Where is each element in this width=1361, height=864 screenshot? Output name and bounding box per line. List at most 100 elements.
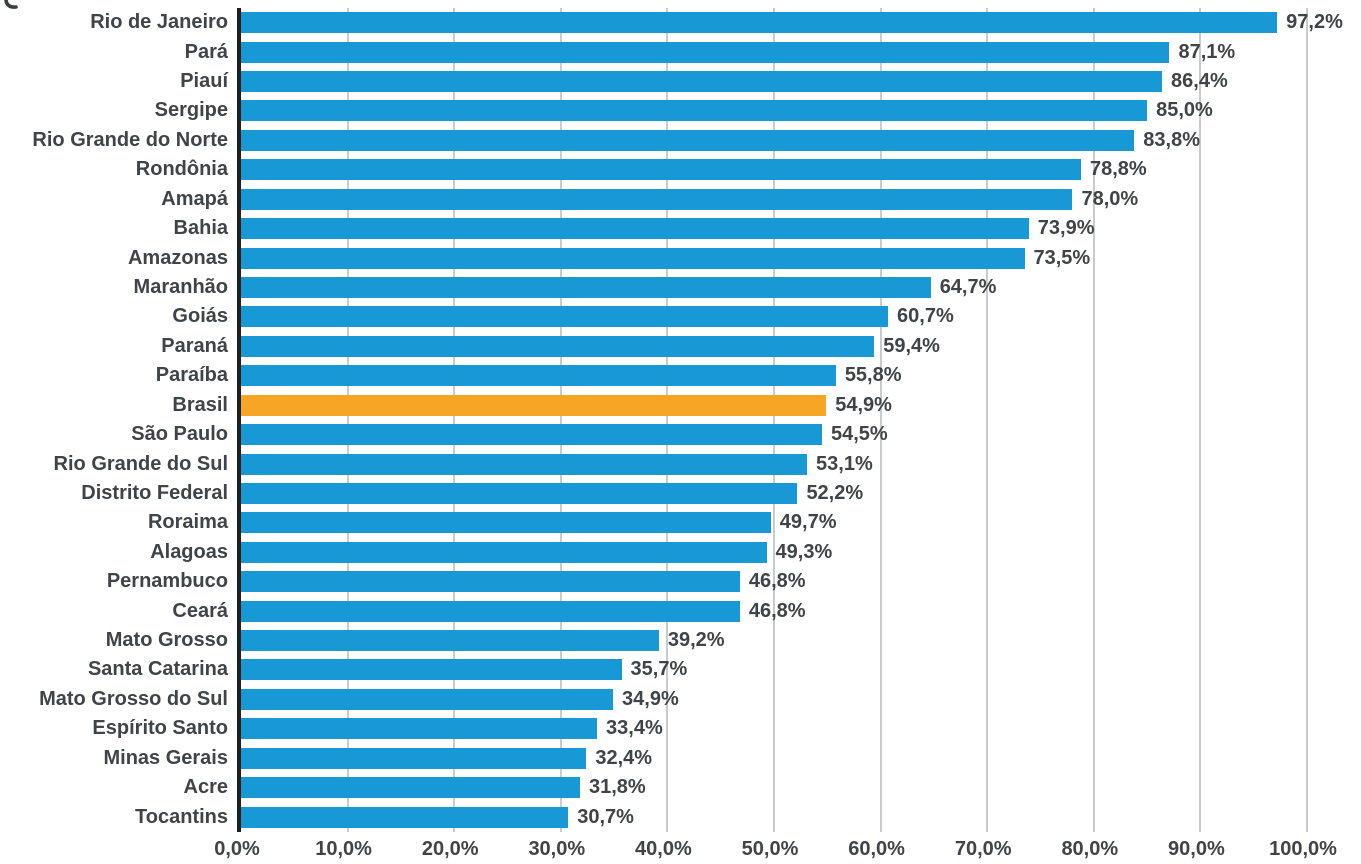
- value-label: 64,7%: [939, 276, 997, 298]
- bar-row: Maranhão 64,7%: [0, 273, 1361, 302]
- bar: [241, 335, 875, 357]
- bar: [241, 806, 569, 828]
- bar: [241, 453, 808, 475]
- bar: [241, 306, 889, 328]
- bar: [241, 630, 659, 652]
- bar: [241, 100, 1148, 122]
- bar: [241, 482, 798, 504]
- gridline: [666, 8, 669, 832]
- bar-row: Goiás 60,7%: [0, 302, 1361, 331]
- bar-row: Rondônia 78,8%: [0, 155, 1361, 184]
- value-label: 46,8%: [748, 599, 806, 622]
- bar-row-highlight: Brasil 54,9%: [0, 390, 1361, 419]
- bar: [241, 424, 822, 446]
- gridline: [1306, 8, 1308, 832]
- bar: [241, 129, 1135, 151]
- category-label: Piauí: [180, 70, 228, 93]
- category-label: Santa Catarina: [87, 658, 228, 681]
- category-label: Amazonas: [127, 246, 228, 269]
- category-label: São Paulo: [131, 423, 228, 446]
- category-label: Sergipe: [154, 99, 228, 122]
- value-label: 97,2%: [1286, 11, 1343, 34]
- x-tick-label: 10,0%: [315, 838, 372, 860]
- value-label: 32,4%: [595, 746, 653, 769]
- value-label: 78,8%: [1090, 158, 1147, 181]
- value-label: 85,0%: [1156, 99, 1213, 122]
- bar-row: Roraima 49,7%: [0, 508, 1361, 537]
- x-tick-label: 70,0%: [954, 838, 1012, 860]
- category-label: Paraná: [161, 334, 228, 357]
- gridlines: [241, 8, 1308, 832]
- bar-track: 33,4%: [241, 717, 1307, 740]
- category-label: Maranhão: [133, 276, 228, 298]
- value-label: 73,5%: [1033, 246, 1091, 269]
- bar: [241, 71, 1163, 93]
- bar-row: Espírito Santo 33,4%: [0, 714, 1361, 743]
- bar: [241, 365, 836, 387]
- bar: [241, 600, 740, 622]
- bar-row: Amazonas 73,5%: [0, 243, 1361, 272]
- bar-row: Pará 87,1%: [0, 37, 1361, 66]
- x-tick-label: 40,0%: [635, 838, 692, 860]
- x-tick-label: 0,0%: [214, 838, 260, 860]
- value-label: 54,5%: [830, 423, 888, 446]
- bar-row: Ceará 46,8%: [0, 596, 1361, 625]
- category-label: Pará: [184, 40, 228, 63]
- bar-row: Alagoas 49,3%: [0, 538, 1361, 567]
- bar-row: Sergipe 85,0%: [0, 96, 1361, 125]
- bar-row: Amapá 78,0%: [0, 185, 1361, 214]
- value-label: 52,2%: [806, 481, 864, 504]
- value-label: 60,7%: [897, 305, 954, 328]
- bar-track: 85,0%: [241, 99, 1307, 122]
- value-label: 35,7%: [630, 658, 688, 681]
- x-tick-label: 30,0%: [528, 838, 586, 860]
- x-tick-label: 80,0%: [1061, 838, 1119, 860]
- value-label: 78,0%: [1081, 187, 1139, 210]
- x-tick-label: 100,0%: [1269, 838, 1337, 860]
- bar-row: Pernambuco 46,8%: [0, 567, 1361, 596]
- bar: [241, 541, 767, 563]
- category-label: Brasil: [172, 393, 228, 416]
- bar-track: 53,1%: [241, 453, 1307, 476]
- bar-row: Rio Grande do Sul 53,1%: [0, 449, 1361, 478]
- bar: [241, 777, 580, 799]
- category-label: Minas Gerais: [103, 746, 228, 769]
- bar-track: 60,7%: [241, 305, 1307, 328]
- value-label: 59,4%: [883, 334, 940, 357]
- bar-rows: Rio de Janeiro 97,2% Pará 87,1% Piauí 86…: [0, 8, 1361, 832]
- category-label: Rio de Janeiro: [90, 11, 228, 34]
- value-label: 46,8%: [748, 570, 806, 593]
- category-label: Mato Grosso do Sul: [39, 687, 228, 710]
- category-label: Rondônia: [135, 158, 228, 181]
- bar-track: 34,9%: [241, 688, 1307, 711]
- value-label: 31,8%: [588, 776, 646, 799]
- bar-row: Paraíba 55,8%: [0, 361, 1361, 390]
- bar-track: 54,5%: [241, 423, 1307, 446]
- bar: [241, 218, 1029, 240]
- category-label: Mato Grosso: [105, 629, 228, 652]
- gridline: [986, 8, 989, 832]
- bar-track: 52,2%: [241, 482, 1307, 505]
- category-label: Rio Grande do Sul: [53, 452, 228, 475]
- value-label: 54,9%: [835, 393, 892, 416]
- bar: [241, 188, 1073, 210]
- bar: [241, 159, 1081, 181]
- x-axis-ticks: 0,0% 10,0% 20,0% 30,0% 40,0% 50,0% 60,0% 70,0% 8…: [214, 838, 1337, 864]
- bar-track: 86,4%: [241, 70, 1307, 93]
- category-label: Tocantins: [135, 805, 228, 828]
- bar-row: Mato Grosso do Sul 34,9%: [0, 685, 1361, 714]
- bar-track: 78,0%: [241, 188, 1307, 211]
- bar: [241, 718, 598, 740]
- value-label: 33,4%: [606, 717, 663, 740]
- bar-track: 39,2%: [241, 629, 1307, 652]
- bar: [241, 747, 587, 769]
- bar-row: Tocantins 30,7%: [0, 802, 1361, 831]
- bar: [241, 688, 614, 710]
- value-label: 30,7%: [577, 805, 634, 828]
- bar-track: 83,8%: [241, 129, 1307, 152]
- bar: [241, 41, 1170, 63]
- gridline: [879, 8, 882, 832]
- category-label: Alagoas: [150, 540, 228, 563]
- gridline: [453, 8, 456, 832]
